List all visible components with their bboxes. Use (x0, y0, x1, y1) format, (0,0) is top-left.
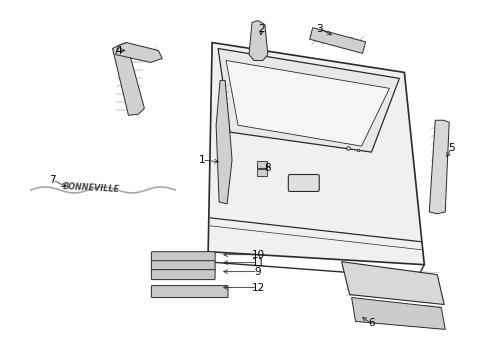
FancyBboxPatch shape (151, 252, 215, 262)
Polygon shape (249, 21, 268, 60)
Text: 9: 9 (255, 267, 261, 276)
Polygon shape (226, 60, 390, 146)
Text: 6: 6 (368, 319, 375, 328)
FancyBboxPatch shape (288, 175, 319, 192)
Polygon shape (208, 42, 424, 265)
Text: 7: 7 (49, 175, 56, 185)
Polygon shape (113, 42, 145, 115)
Polygon shape (310, 28, 366, 53)
FancyBboxPatch shape (151, 285, 228, 298)
Text: 10: 10 (251, 250, 265, 260)
Text: 11: 11 (251, 258, 265, 268)
Text: 12: 12 (251, 283, 265, 293)
FancyBboxPatch shape (151, 261, 215, 271)
Polygon shape (352, 298, 445, 329)
FancyBboxPatch shape (257, 168, 268, 176)
Polygon shape (429, 120, 449, 214)
Text: 3: 3 (317, 24, 323, 33)
FancyBboxPatch shape (151, 270, 215, 280)
Polygon shape (216, 80, 232, 204)
Text: BONNEVILLE: BONNEVILLE (63, 182, 120, 194)
Text: 8: 8 (265, 163, 271, 173)
Text: 2: 2 (259, 24, 265, 33)
Text: 1: 1 (199, 155, 205, 165)
Polygon shape (116, 42, 162, 62)
Polygon shape (218, 49, 399, 152)
Text: 5: 5 (448, 143, 455, 153)
Text: 4: 4 (115, 45, 122, 55)
Polygon shape (342, 262, 444, 305)
FancyBboxPatch shape (257, 161, 268, 167)
